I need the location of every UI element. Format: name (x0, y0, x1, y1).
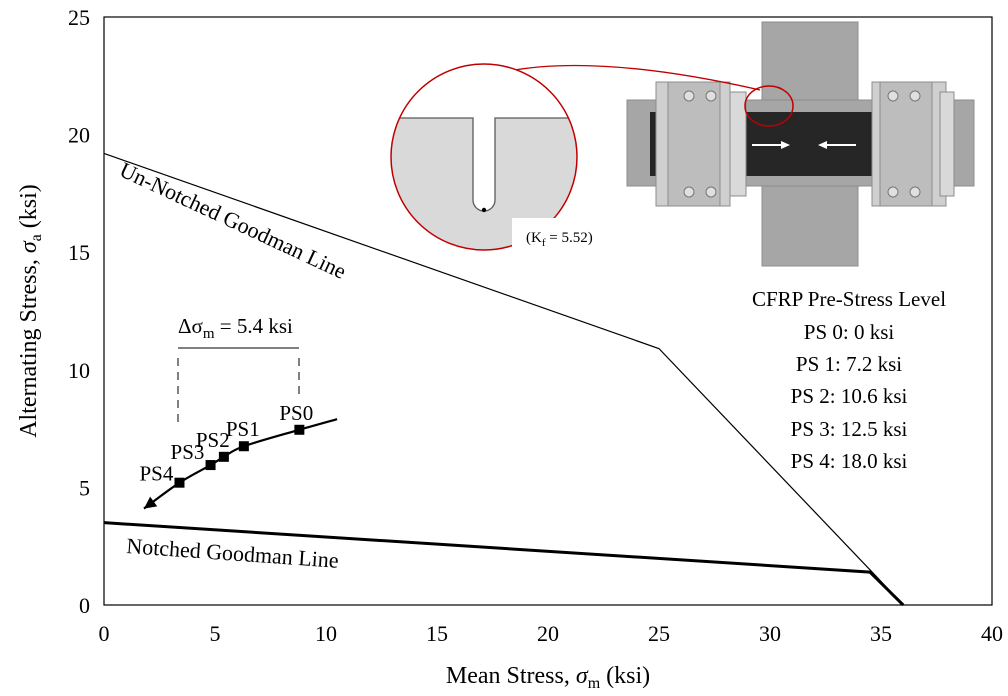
detail-circle-border (390, 63, 578, 251)
kf-label: (Kf = 5.52) (526, 230, 593, 249)
bolt-icon (705, 90, 717, 102)
bolt-icon (909, 186, 921, 198)
x-tick-label: 0 (99, 621, 110, 646)
y-tick-label: 20 (68, 123, 90, 148)
x-tick-label: 20 (537, 621, 559, 646)
bolt-icon (683, 186, 695, 198)
point-label-ps3: PS3 (171, 440, 205, 464)
delta-label: Δσm = 5.4 ksi (178, 314, 293, 342)
bolt-icon (887, 90, 899, 102)
point-label-ps1: PS1 (226, 417, 260, 441)
bolt-icon (909, 90, 921, 102)
notched-line-label: Notched Goodman Line (126, 533, 340, 573)
y-tick-labels: 0 5 10 15 20 25 (68, 5, 90, 618)
legend-item-ps1: PS 1: 7.2 ksi (796, 352, 902, 376)
legend-item-ps0: PS 0: 0 ksi (804, 320, 895, 344)
left-arrowhead-icon (818, 141, 827, 149)
bolt-icon (887, 186, 899, 198)
point-label-ps4: PS4 (139, 462, 173, 486)
x-axis-label: Mean Stress, σm (ksi) (446, 663, 650, 692)
kf-label-bg (512, 218, 622, 248)
x-tick-label: 35 (870, 621, 892, 646)
x-tick-label: 5 (210, 621, 221, 646)
bolt-icon (683, 90, 695, 102)
bolt-icon (705, 186, 717, 198)
y-tick-label: 10 (68, 358, 90, 383)
delta-annotation: Δσm = 5.4 ksi (177, 314, 300, 422)
crack-tip-dot (481, 207, 487, 213)
point-label-ps2: PS2 (196, 428, 230, 452)
x-tick-label: 15 (426, 621, 448, 646)
data-point-marker (218, 451, 229, 462)
specimen-illustration (447, 21, 975, 267)
unnotched-line-label: Un-Notched Goodman Line (116, 157, 350, 284)
data-point-marker (238, 441, 249, 452)
legend-item-ps3: PS 3: 12.5 ksi (791, 417, 908, 441)
right-clamp-inner (939, 91, 955, 197)
left-clamp-block (667, 81, 721, 207)
legend-title: CFRP Pre-Stress Level (752, 287, 946, 311)
right-arrowhead-icon (781, 141, 790, 149)
x-tick-label: 40 (981, 621, 1003, 646)
x-tick-label: 30 (759, 621, 781, 646)
prestress-legend: CFRP Pre-Stress Level PS 0: 0 ksi PS 1: … (752, 287, 946, 473)
notch-location-circle (744, 85, 794, 127)
plot-frame (103, 16, 993, 606)
trend-arrowhead-icon (143, 496, 158, 509)
data-point-marker (294, 424, 305, 435)
y-axis-label: Alternating Stress, σa (ksi) (16, 184, 45, 438)
x-tick-label: 25 (648, 621, 670, 646)
x-tick-labels: 0 5 10 15 20 25 30 35 40 (99, 621, 1004, 646)
y-tick-label: 0 (79, 593, 90, 618)
y-tick-label: 15 (68, 240, 90, 265)
data-point-marker (174, 477, 185, 488)
y-tick-label: 5 (79, 475, 90, 500)
left-clamp-inner (729, 91, 747, 197)
notch-detail: (Kf = 5.52) (390, 63, 622, 251)
y-tick-label: 25 (68, 5, 90, 30)
notched-goodman-line (103, 521, 905, 607)
data-point-marker (205, 460, 216, 471)
legend-item-ps2: PS 2: 10.6 ksi (791, 384, 908, 408)
point-label-ps0: PS0 (279, 401, 313, 425)
x-tick-label: 10 (315, 621, 337, 646)
legend-item-ps4: PS 4: 18.0 ksi (791, 449, 908, 473)
right-clamp-block (879, 81, 933, 207)
